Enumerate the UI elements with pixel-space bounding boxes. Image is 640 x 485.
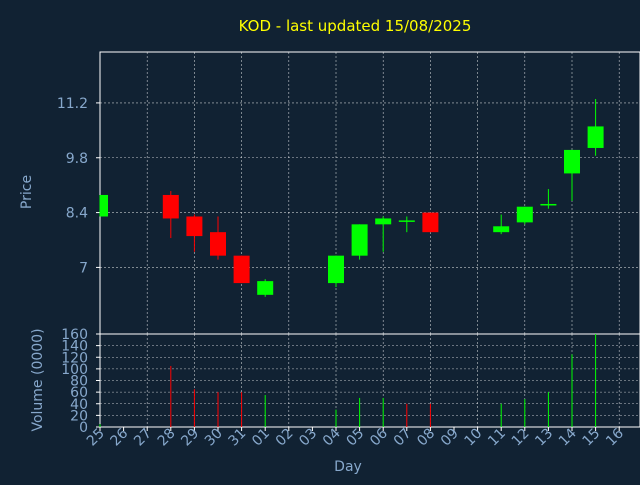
candle-body	[375, 218, 392, 225]
volume-tick-label: 100	[61, 362, 88, 378]
candle	[422, 212, 439, 233]
candle	[540, 189, 557, 209]
candle	[162, 191, 179, 239]
price-tick-label: 11.2	[57, 96, 88, 112]
candle-body	[233, 255, 250, 284]
candle-body	[328, 255, 344, 284]
volume-axis-label: Volume (0000)	[30, 328, 46, 431]
candle-body	[100, 194, 108, 217]
volume-tick-label: 80	[70, 374, 88, 390]
candle-body	[493, 226, 510, 233]
candle-body	[186, 216, 203, 237]
candle-body	[210, 232, 226, 256]
candle-body	[351, 224, 368, 256]
candle	[375, 216, 392, 252]
candle-body	[398, 220, 415, 222]
day-axis-label: Day	[334, 459, 362, 475]
candle	[233, 255, 250, 284]
price-tick-label: 9.8	[66, 151, 88, 167]
volume-tick-label: 40	[70, 397, 88, 413]
candle	[257, 279, 274, 297]
candle	[516, 206, 533, 225]
candle-body	[540, 203, 557, 206]
candle	[564, 149, 580, 201]
candle	[210, 216, 226, 260]
candle-body	[564, 149, 580, 174]
candle	[398, 216, 415, 233]
volume-tick-label: 160	[61, 327, 88, 343]
candle	[328, 255, 344, 287]
price-tick-label: 8.4	[66, 206, 88, 222]
candle-body	[257, 281, 274, 295]
candle-body	[422, 212, 439, 233]
candle	[587, 99, 604, 156]
candle	[186, 214, 203, 252]
candle	[99, 194, 108, 217]
candle-body	[587, 126, 604, 148]
candle-body	[516, 206, 533, 223]
candle	[493, 214, 510, 235]
volume-tick-label: 140	[61, 339, 88, 355]
volume-tick-label: 60	[70, 385, 88, 401]
price-axis-label: Price	[19, 175, 35, 209]
volume-tick-label: 0	[79, 420, 88, 436]
price-tick-label: 7	[79, 260, 88, 276]
candle-body	[162, 194, 179, 219]
day-axis: 25 26 27 28 29 30 31 01 02 03 04 05 06 07 08 09 10 11 12 13…	[84, 425, 627, 449]
volume-tick-label: 120	[61, 350, 88, 366]
price-panel: 7 8.4 9.8 11.2	[57, 51, 640, 335]
volume-tick-label: 20	[70, 408, 88, 424]
chart-title: KOD - last updated 15/08/2025	[239, 17, 472, 35]
candle	[351, 224, 368, 260]
